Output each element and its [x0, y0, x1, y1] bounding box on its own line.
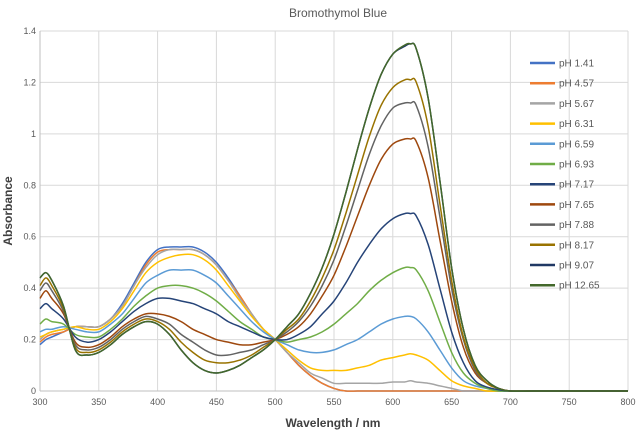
legend-label-4: pH 6.59: [559, 139, 594, 150]
legend-label-0: pH 1.41: [559, 59, 594, 70]
legend-label-2: pH 5.67: [559, 99, 594, 110]
y-tick-label: 0.6: [23, 232, 36, 242]
legend-label-11: pH 12.65: [559, 281, 600, 292]
x-tick-label: 600: [385, 397, 400, 407]
y-axis-label: Absorbance: [1, 176, 15, 246]
x-axis-label: Wavelength / nm: [286, 416, 381, 430]
x-tick-label: 450: [209, 397, 224, 407]
series-line-7: [39, 137, 628, 392]
legend-label-6: pH 7.17: [559, 180, 594, 191]
legend-label-1: pH 4.57: [559, 79, 594, 90]
legend-label-5: pH 6.93: [559, 160, 594, 171]
y-tick-label: 0: [31, 386, 36, 396]
x-tick-label: 550: [326, 397, 341, 407]
series-line-5: [39, 266, 628, 392]
legend-label-3: pH 6.31: [559, 119, 594, 130]
x-tick-label: 800: [620, 397, 635, 407]
series-line-11: [39, 42, 628, 392]
y-tick-labels: 0 0.2 0.4 0.6 0.8 1 1.2 1.4: [23, 26, 36, 396]
legend-label-7: pH 7.65: [559, 200, 594, 211]
series-line-2: [39, 248, 628, 392]
y-tick-label: 1: [31, 129, 36, 139]
y-tick-label: 0.8: [23, 180, 36, 190]
y-tick-label: 0.2: [23, 335, 36, 345]
series-line-6: [39, 212, 628, 392]
y-tick-label: 0.4: [23, 283, 36, 293]
x-tick-label: 300: [32, 397, 47, 407]
gridlines: [39, 30, 629, 392]
series-line-8: [39, 100, 628, 392]
x-tick-label: 650: [444, 397, 459, 407]
x-tick-label: 700: [503, 397, 518, 407]
legend-label-10: pH 9.07: [559, 261, 594, 272]
series-lines: [39, 42, 628, 392]
legend-label-8: pH 7.88: [559, 220, 594, 231]
x-tick-labels: 300 350 400 450 500 550 600 650 700 750 800: [32, 397, 635, 407]
legend-label-9: pH 8.17: [559, 240, 594, 251]
x-tick-label: 750: [562, 397, 577, 407]
series-line-3: [39, 253, 628, 392]
x-tick-label: 500: [268, 397, 283, 407]
legend: pH 1.41 pH 4.57 pH 5.67 pH 6.31 pH 6.59 pH 6.…: [530, 59, 600, 292]
series-line-4: [39, 268, 628, 392]
y-tick-label: 1.4: [23, 26, 36, 36]
x-tick-label: 350: [91, 397, 106, 407]
series-line-9: [39, 77, 628, 392]
y-tick-label: 1.2: [23, 77, 36, 87]
x-tick-label: 400: [150, 397, 165, 407]
chart-title: Bromothymol Blue: [289, 6, 387, 20]
